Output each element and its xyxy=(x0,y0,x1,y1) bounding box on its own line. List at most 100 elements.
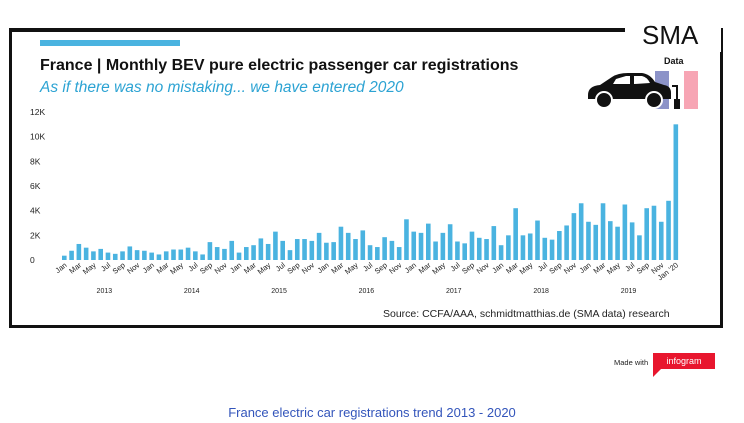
bar xyxy=(163,251,169,260)
x-tick-label: Jul xyxy=(274,260,287,273)
y-tick-label: 2K xyxy=(30,230,41,240)
x-tick-label: Jan xyxy=(403,260,418,275)
accent-bar xyxy=(40,40,180,46)
y-tick-label: 8K xyxy=(30,156,41,166)
bar xyxy=(142,250,147,260)
bar xyxy=(666,200,671,260)
bar xyxy=(440,232,446,260)
bar xyxy=(491,226,497,260)
bar xyxy=(535,220,540,260)
source-note: Source: CCFA/AAA, schmidtmatthias.de (SM… xyxy=(383,308,670,320)
x-tick-label: Jul xyxy=(623,260,636,273)
year-label: 2015 xyxy=(271,288,287,295)
bar xyxy=(608,221,613,260)
data-bar-pink xyxy=(684,71,698,109)
x-tick-label: Jan xyxy=(316,260,331,275)
x-tick-label: May xyxy=(168,260,185,276)
bar xyxy=(105,252,111,260)
y-tick-label: 10K xyxy=(30,132,45,142)
bar xyxy=(193,251,198,260)
x-tick-label: May xyxy=(605,260,622,276)
infogram-logo[interactable]: infogram xyxy=(653,353,715,369)
bar xyxy=(127,246,133,260)
x-tick-label: May xyxy=(430,260,447,276)
bar xyxy=(571,213,577,260)
bar xyxy=(433,241,438,260)
bar xyxy=(462,243,467,260)
brand-logo: SMA xyxy=(642,20,699,50)
bar xyxy=(112,253,118,260)
bar xyxy=(171,249,176,260)
ev-car-icon: Data xyxy=(588,56,698,109)
bar xyxy=(411,231,417,260)
bar xyxy=(557,231,562,260)
bar xyxy=(76,243,82,260)
bar xyxy=(244,247,249,260)
brand-box xyxy=(625,18,721,52)
bar xyxy=(265,243,271,260)
bar xyxy=(156,254,162,260)
x-tick-label: Nov xyxy=(125,260,141,275)
bar xyxy=(316,232,322,260)
bar xyxy=(527,233,533,260)
x-tick-label: Jul xyxy=(361,260,374,273)
bar xyxy=(469,231,475,260)
x-tick-label: Jul xyxy=(186,260,199,273)
bar xyxy=(185,247,191,260)
car-windows xyxy=(613,76,650,84)
bar xyxy=(426,223,431,260)
bar xyxy=(404,219,409,260)
bar xyxy=(629,222,635,260)
chart-title: France | Monthly BEV pure electric passe… xyxy=(40,57,519,74)
bar xyxy=(294,239,300,260)
x-tick-label: May xyxy=(256,260,273,276)
bar xyxy=(455,241,460,260)
bar xyxy=(280,240,285,260)
bar xyxy=(273,231,278,260)
chart-subtitle: As if there was no mistaking... we have … xyxy=(40,79,404,96)
bar xyxy=(520,235,526,260)
bar xyxy=(586,221,591,260)
bar xyxy=(418,232,424,260)
bar xyxy=(600,203,606,260)
bar xyxy=(506,235,511,260)
car-wheel-rear xyxy=(645,91,663,109)
x-tick-label: Sep xyxy=(635,260,651,275)
year-label: 2016 xyxy=(359,288,375,295)
bar xyxy=(331,242,336,260)
x-tick-label: Sep xyxy=(198,260,214,275)
bar xyxy=(367,245,373,260)
bar xyxy=(476,237,482,260)
x-tick-label: Mar xyxy=(329,260,345,275)
bar xyxy=(236,252,242,260)
data-tag: Data xyxy=(664,56,685,66)
x-tick-label: Sep xyxy=(548,260,564,275)
bar xyxy=(251,245,256,260)
bar xyxy=(309,240,315,260)
bar xyxy=(98,248,103,260)
bar xyxy=(69,250,74,260)
bar xyxy=(564,225,569,260)
x-tick-label: Sep xyxy=(285,260,301,275)
bar xyxy=(120,251,125,260)
bar xyxy=(360,230,366,260)
bar xyxy=(658,221,664,260)
x-tick-label: Nov xyxy=(300,260,316,275)
x-tick-label: Sep xyxy=(460,260,476,275)
year-label: 2013 xyxy=(97,288,113,295)
y-tick-label: 0 xyxy=(30,255,35,265)
x-tick-label: Mar xyxy=(592,260,608,275)
bar xyxy=(178,249,184,260)
x-tick-label: Jan xyxy=(141,260,156,275)
bar xyxy=(83,247,89,260)
x-tick-label: Sep xyxy=(373,260,389,275)
car-wheel-front xyxy=(595,91,613,109)
x-tick-label: Jan xyxy=(490,260,505,275)
bar xyxy=(498,245,504,260)
bar xyxy=(345,232,351,260)
image-caption: France electric car registrations trend … xyxy=(228,405,516,420)
bar xyxy=(214,247,220,260)
bar xyxy=(389,240,395,260)
bar xyxy=(91,251,96,260)
x-tick-label: Jul xyxy=(449,260,462,273)
